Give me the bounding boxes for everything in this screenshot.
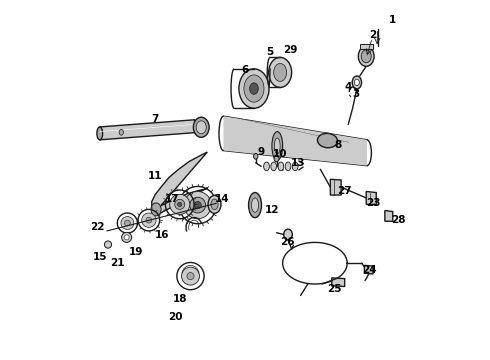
Text: 12: 12 [265,206,279,216]
Ellipse shape [318,133,338,148]
Ellipse shape [264,162,270,171]
Ellipse shape [354,79,359,86]
Text: 21: 21 [110,258,125,268]
Ellipse shape [274,155,279,162]
Ellipse shape [251,198,259,212]
Circle shape [146,217,152,223]
Circle shape [124,220,130,226]
Ellipse shape [284,229,293,240]
Polygon shape [385,211,393,221]
Ellipse shape [274,63,287,81]
Circle shape [170,194,190,215]
Text: 9: 9 [258,147,265,157]
Ellipse shape [97,127,102,140]
Ellipse shape [151,203,161,216]
Ellipse shape [239,69,269,108]
Ellipse shape [293,162,298,171]
Text: 28: 28 [391,215,406,225]
Ellipse shape [194,117,209,137]
Ellipse shape [278,162,284,171]
Circle shape [194,202,201,209]
Text: 14: 14 [215,194,229,204]
Text: 17: 17 [165,194,180,204]
Ellipse shape [352,76,362,89]
Text: 26: 26 [280,237,294,247]
Text: 18: 18 [172,294,187,304]
Text: 19: 19 [128,247,143,257]
Circle shape [187,273,194,280]
Ellipse shape [285,162,291,171]
Text: 6: 6 [242,64,248,75]
Text: 20: 20 [168,312,182,322]
Ellipse shape [196,121,206,134]
Ellipse shape [250,83,258,94]
Polygon shape [152,152,207,213]
Circle shape [142,213,156,227]
Text: 24: 24 [363,265,377,275]
Circle shape [124,235,129,240]
Ellipse shape [272,132,283,160]
Polygon shape [223,116,367,166]
Polygon shape [365,265,373,274]
Ellipse shape [119,130,123,135]
Ellipse shape [244,75,264,102]
Ellipse shape [271,162,276,171]
Polygon shape [366,192,376,204]
Text: 1: 1 [389,15,395,26]
Circle shape [104,241,112,248]
Polygon shape [332,278,344,287]
Text: 16: 16 [154,230,169,239]
Text: 27: 27 [338,186,352,197]
Ellipse shape [248,193,262,218]
Circle shape [177,202,182,207]
Circle shape [190,197,205,213]
Text: 13: 13 [291,158,305,168]
Circle shape [121,217,134,229]
Circle shape [175,199,185,210]
Polygon shape [100,120,195,140]
Text: 29: 29 [283,45,297,55]
Text: 5: 5 [267,46,274,57]
Polygon shape [330,179,341,195]
Text: 8: 8 [334,140,341,150]
Text: 7: 7 [152,114,159,124]
Ellipse shape [269,57,292,87]
Ellipse shape [361,50,371,63]
Circle shape [184,192,211,219]
Text: 10: 10 [273,149,288,159]
Text: 3: 3 [352,89,359,99]
Text: 4: 4 [344,82,352,92]
Text: 15: 15 [93,252,107,262]
Circle shape [122,232,132,242]
Text: 2: 2 [368,30,376,40]
Text: 22: 22 [90,222,104,232]
Ellipse shape [254,153,258,159]
Ellipse shape [358,46,374,66]
Text: 25: 25 [327,284,341,294]
Ellipse shape [274,138,280,154]
Circle shape [181,267,199,285]
Ellipse shape [208,195,221,213]
Ellipse shape [211,199,218,210]
Text: 23: 23 [366,198,381,208]
Text: 11: 11 [147,171,162,181]
Polygon shape [360,44,373,49]
